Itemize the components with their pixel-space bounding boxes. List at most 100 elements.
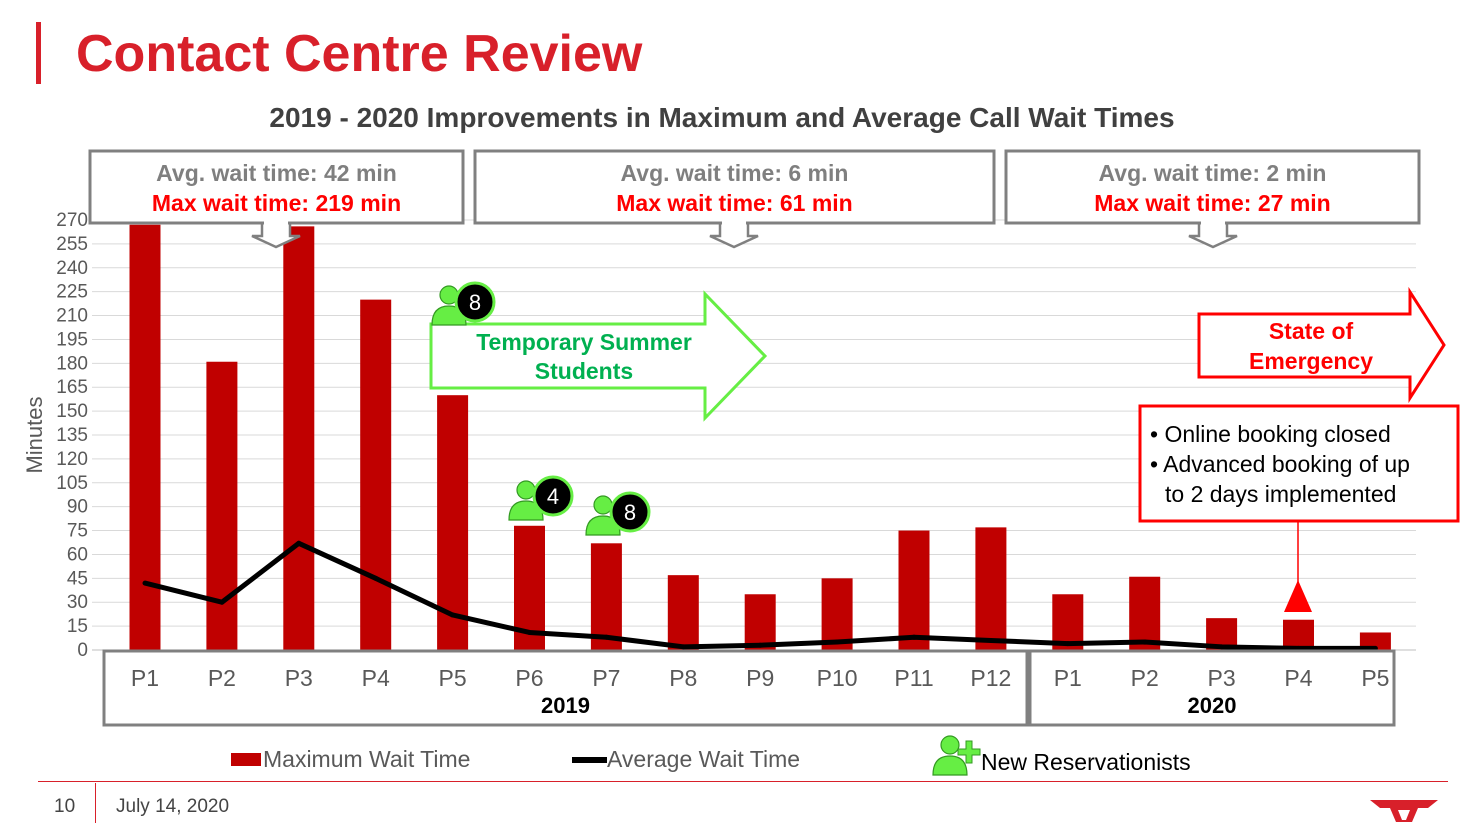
avg-wait-point <box>142 580 148 586</box>
callout-avg-text: Avg. wait time: 42 min <box>156 160 397 186</box>
y-tick-label: 165 <box>56 377 88 398</box>
avg-wait-point <box>988 637 994 643</box>
y-tick-label: 15 <box>67 616 88 637</box>
bar-max-wait <box>590 543 622 650</box>
bar-max-wait <box>667 575 699 650</box>
callout-avg-text: Avg. wait time: 6 min <box>621 160 849 186</box>
avg-wait-point <box>911 634 917 640</box>
avg-wait-point <box>603 634 609 640</box>
avg-wait-point <box>296 540 302 546</box>
x-tick-label: P3 <box>1208 665 1236 691</box>
legend-label: Maximum Wait Time <box>263 746 470 772</box>
callout-box <box>473 149 996 225</box>
x-tick-label: P4 <box>1284 665 1312 691</box>
x-tick-label: P12 <box>970 665 1011 691</box>
emergency-label-line1: State of <box>1269 318 1354 344</box>
bar-max-wait <box>1283 619 1314 650</box>
bar-max-wait <box>283 226 315 651</box>
emergency-label-line2: Emergency <box>1249 348 1373 374</box>
callout-arrow-joint <box>264 219 288 225</box>
note-line: • Advanced booking of up <box>1150 451 1410 477</box>
bar-max-wait <box>206 361 238 650</box>
footer-date: July 14, 2020 <box>116 796 230 817</box>
footer-vertical-divider <box>95 783 96 823</box>
y-tick-label: 270 <box>56 210 88 231</box>
bar-max-wait <box>975 527 1007 650</box>
avg-wait-point <box>219 599 225 605</box>
avg-wait-point <box>450 612 456 618</box>
reservationist-person-icon <box>508 480 544 521</box>
summer-students-label-line1: Temporary Summer <box>476 329 692 355</box>
y-tick-label: 225 <box>56 282 88 303</box>
y-tick-label: 255 <box>56 234 88 255</box>
year-group-label: 2019 <box>541 693 590 718</box>
person-plus-icon <box>932 735 968 776</box>
y-tick-label: 45 <box>67 568 88 589</box>
x-tick-label: P7 <box>592 665 620 691</box>
page-title: Contact Centre Review <box>76 25 643 83</box>
avg-wait-point <box>1219 644 1225 650</box>
callout-box <box>88 149 465 225</box>
callout-arrow-joint <box>722 219 746 225</box>
x-tick-label: P1 <box>131 665 159 691</box>
summer-students-arrow <box>429 290 768 422</box>
page-number: 10 <box>54 796 76 817</box>
notes-box <box>1138 404 1460 523</box>
summer-students-label-line2: Students <box>535 358 633 384</box>
callout-arrow <box>709 223 759 249</box>
bar-max-wait <box>129 224 161 650</box>
callout-box <box>1004 149 1421 225</box>
avg-wait-point <box>757 642 763 648</box>
notes-pointer-arrowhead <box>1284 580 1312 612</box>
callout-arrow-joint <box>1201 219 1225 225</box>
y-tick-label: 150 <box>56 401 88 422</box>
x-tick-label: P2 <box>208 665 236 691</box>
legend-label: Average Wait Time <box>607 746 800 772</box>
x-tick-label: P8 <box>669 665 697 691</box>
bar-max-wait <box>1129 576 1161 650</box>
footer-divider-line <box>38 781 1448 782</box>
callout-max-text: Max wait time: 27 min <box>1094 190 1330 216</box>
x-tick-label: P2 <box>1131 665 1159 691</box>
title-accent-bar <box>36 22 41 84</box>
bar-max-wait <box>821 578 853 650</box>
bar-max-wait <box>744 594 776 650</box>
reservationist-count-badge <box>532 475 574 517</box>
reservationist-count: 8 <box>624 500 636 525</box>
callout-max-text: Max wait time: 61 min <box>616 190 852 216</box>
legend-label: New Reservationists <box>981 749 1191 775</box>
y-tick-label: 210 <box>56 306 88 327</box>
y-tick-label: 60 <box>67 544 88 565</box>
y-tick-label: 30 <box>67 592 88 613</box>
x-tick-label: P5 <box>1361 665 1389 691</box>
reservationist-count: 4 <box>547 484 559 509</box>
ttc-logo <box>1370 800 1438 822</box>
year-group-box <box>1028 649 1396 727</box>
bar-max-wait <box>360 299 392 650</box>
x-tick-label: P5 <box>439 665 467 691</box>
y-tick-label: 180 <box>56 353 88 374</box>
x-tick-label: P3 <box>285 665 313 691</box>
year-group-label: 2020 <box>1188 693 1237 718</box>
avg-wait-point <box>527 629 532 635</box>
year-group-box <box>102 649 1029 727</box>
chart-title: 2019 - 2020 Improvements in Maximum and … <box>269 102 1175 133</box>
y-tick-label: 135 <box>56 425 88 446</box>
y-tick-label: 120 <box>56 449 88 470</box>
reservationist-count: 8 <box>469 290 481 315</box>
y-tick-label: 240 <box>56 258 88 279</box>
y-tick-label: 0 <box>77 640 88 661</box>
callout-max-text: Max wait time: 219 min <box>152 190 401 216</box>
x-tick-label: P4 <box>362 665 390 691</box>
callout-arrow <box>1188 223 1238 249</box>
bar-max-wait <box>898 530 930 650</box>
bar-max-wait <box>1359 632 1391 650</box>
x-tick-label: P10 <box>817 665 858 691</box>
x-tick-label: P1 <box>1054 665 1082 691</box>
callout-avg-text: Avg. wait time: 2 min <box>1099 160 1327 186</box>
note-line: to 2 days implemented <box>1165 481 1396 507</box>
y-axis-label: Minutes <box>22 396 47 473</box>
avg-wait-point <box>1142 639 1148 645</box>
avg-wait-point <box>680 644 686 650</box>
